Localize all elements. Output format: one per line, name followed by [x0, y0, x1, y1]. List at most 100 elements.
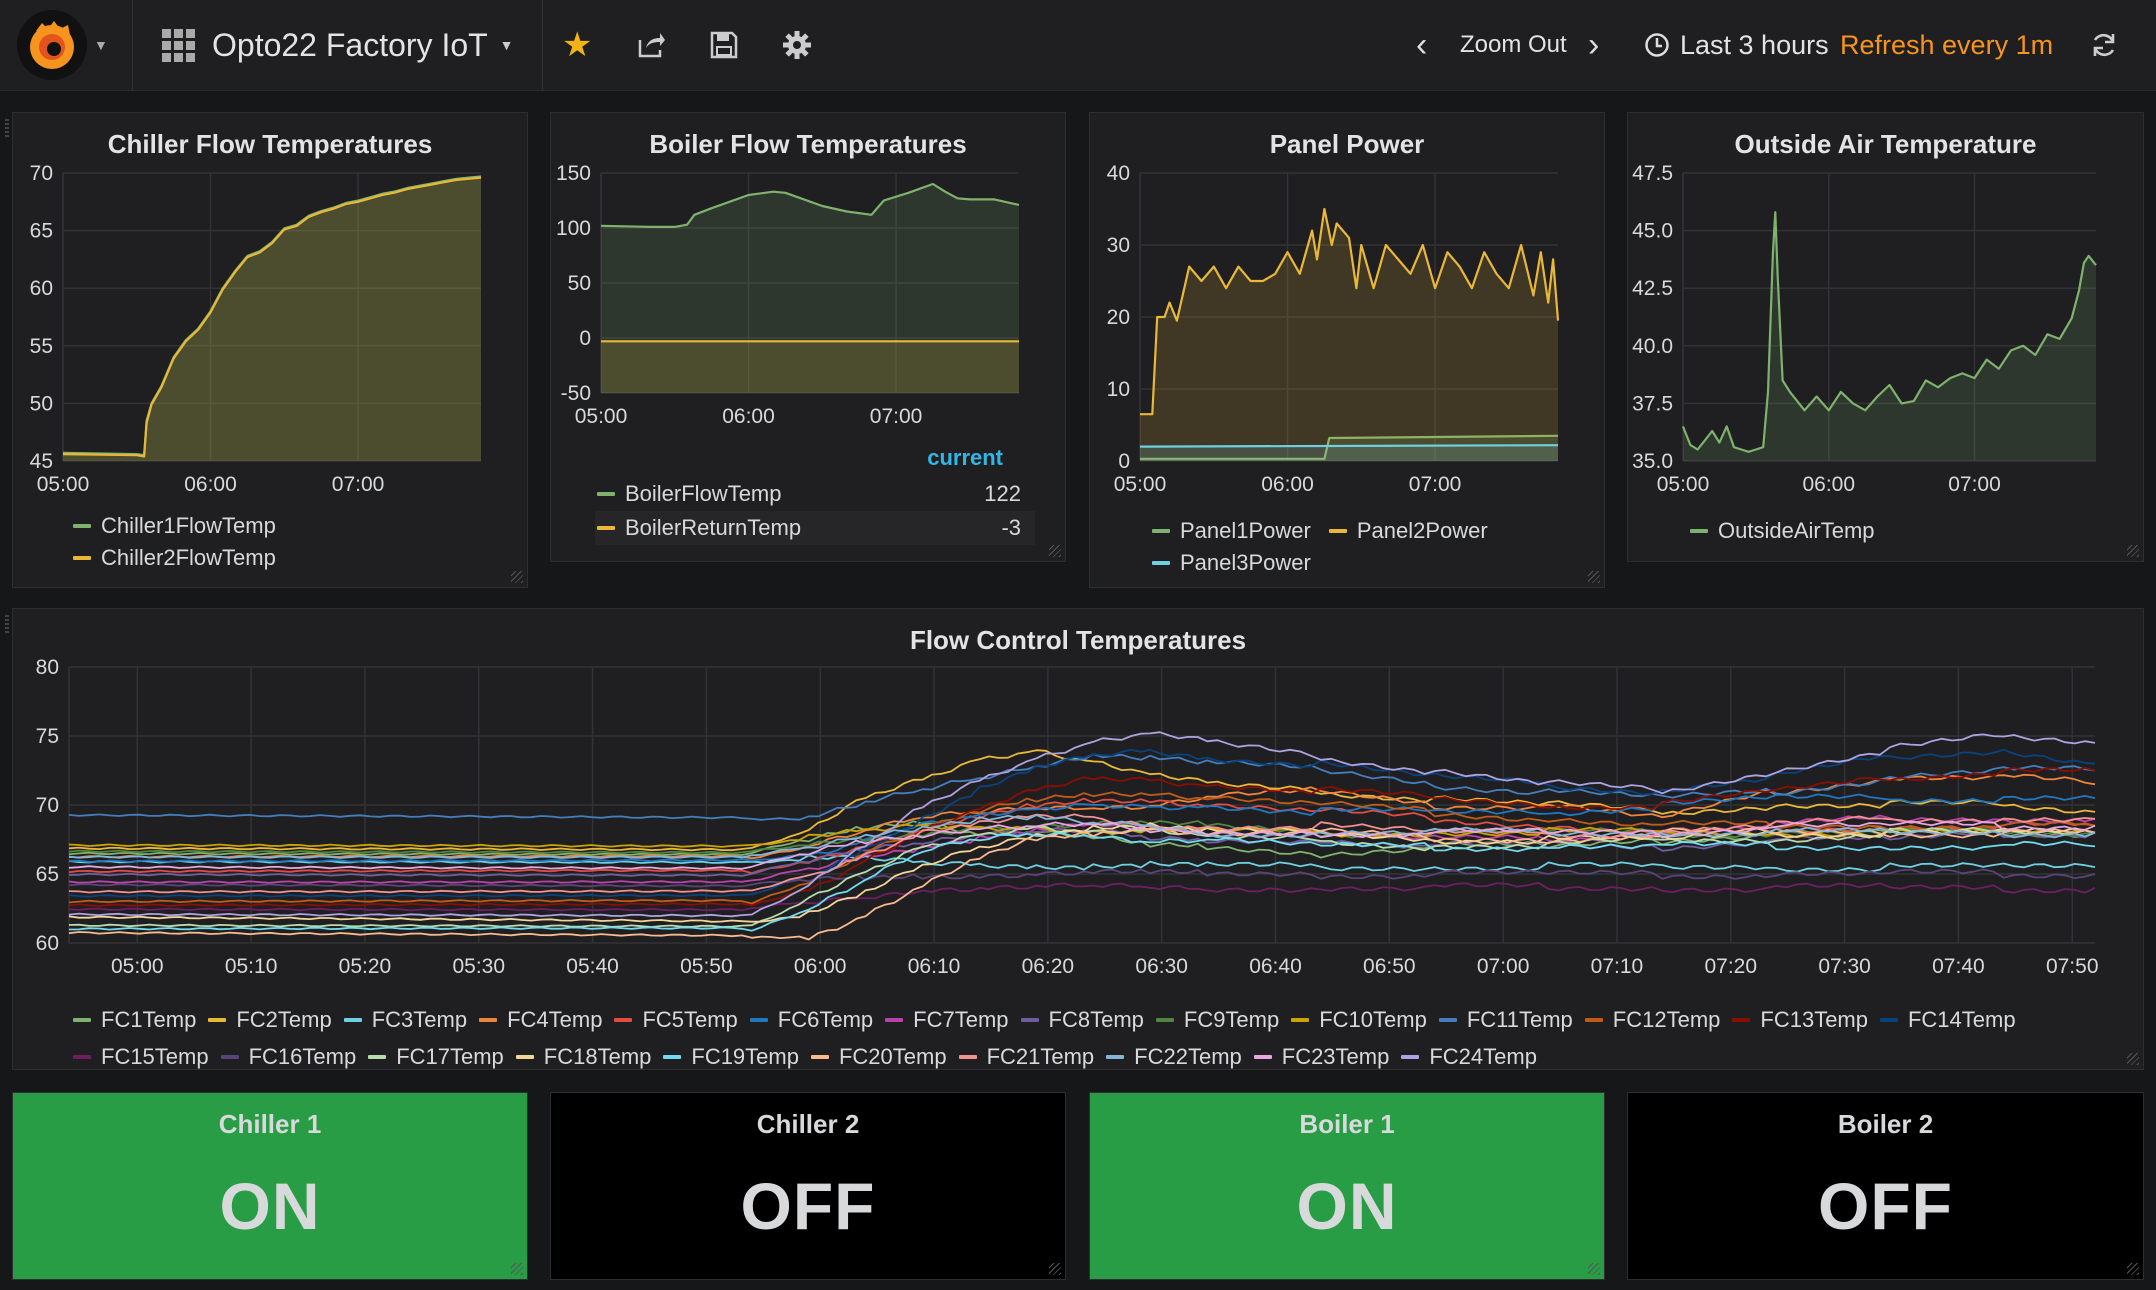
- panel-resize-handle[interactable]: [1588, 1263, 1600, 1275]
- apps-grid-icon: [162, 29, 195, 62]
- refresh-button[interactable]: [2090, 0, 2118, 90]
- settings-button[interactable]: [782, 0, 812, 90]
- row-drag-handle[interactable]: [5, 615, 9, 635]
- series-line-FC20Temp[interactable]: [68, 826, 2096, 941]
- legend-item-FC5Temp[interactable]: FC5Temp: [614, 1004, 738, 1036]
- panel-resize-handle[interactable]: [1049, 1263, 1061, 1275]
- save-button[interactable]: [710, 0, 738, 90]
- grafana-menu-button[interactable]: ▼: [16, 0, 108, 90]
- legend-swatch: [1438, 1018, 1457, 1022]
- stat-title[interactable]: Chiller 2: [756, 1109, 860, 1139]
- series-line-FC19Temp[interactable]: [68, 832, 2096, 932]
- dashboard-picker[interactable]: Opto22 Factory IoT ▼: [160, 0, 514, 90]
- legend-item-FC7Temp[interactable]: FC7Temp: [885, 1004, 1009, 1036]
- series-line-FC13Temp[interactable]: [68, 767, 2096, 907]
- boiler-flow-chart[interactable]: -50 0 50 100 150 05:00 06:00 07:00: [551, 113, 1067, 563]
- time-back-button[interactable]: ‹: [1416, 0, 1427, 90]
- panel-title[interactable]: Panel Power: [1269, 129, 1425, 159]
- series-line-FC17Temp[interactable]: [68, 825, 2096, 928]
- legend-item-FC14Temp[interactable]: FC14Temp: [1879, 1004, 2016, 1036]
- share-button[interactable]: [636, 0, 666, 90]
- panel-resize-handle[interactable]: [2127, 545, 2139, 557]
- time-forward-button[interactable]: ›: [1588, 0, 1599, 90]
- legend-item-Panel2Power[interactable]: Panel2Power: [1328, 518, 1488, 544]
- panel-title[interactable]: Outside Air Temperature: [1734, 129, 2037, 159]
- legend-item-Chiller1FlowTemp[interactable]: Chiller1FlowTemp: [73, 513, 495, 539]
- panel-title[interactable]: Boiler Flow Temperatures: [649, 129, 967, 159]
- legend-item-OutsideAirTemp[interactable]: OutsideAirTemp: [1690, 518, 1875, 544]
- legend-item-FC8Temp[interactable]: FC8Temp: [1020, 1004, 1144, 1036]
- legend-item-FC18Temp[interactable]: FC18Temp: [515, 1041, 651, 1073]
- legend-item-FC6Temp[interactable]: FC6Temp: [749, 1004, 873, 1036]
- series-line-Chiller2FlowTemp[interactable]: [62, 176, 482, 458]
- flow-control-chart[interactable]: 60 65 70 75 80 05:00 05:10 05:20 05:30 05:40 05:50…: [13, 609, 2145, 1071]
- stat-title[interactable]: Boiler 1: [1299, 1109, 1395, 1139]
- legend-item-FC21Temp[interactable]: FC21Temp: [958, 1041, 1095, 1073]
- series-line-FC1Temp[interactable]: [68, 820, 2096, 859]
- legend-item-FC9Temp[interactable]: FC9Temp: [1155, 1004, 1279, 1036]
- legend-item-FC16Temp[interactable]: FC16Temp: [220, 1041, 356, 1073]
- legend-current-value: 122: [984, 481, 1021, 506]
- legend-item-FC17Temp[interactable]: FC17Temp: [368, 1041, 504, 1073]
- panel-title[interactable]: Chiller Flow Temperatures: [107, 129, 433, 159]
- series-line-FC24Temp[interactable]: [68, 731, 2096, 918]
- legend-item-FC10Temp[interactable]: FC10Temp: [1291, 1004, 1427, 1036]
- series-line-Panel3Power[interactable]: [1139, 444, 1559, 448]
- series-line-FC15Temp[interactable]: [68, 881, 2096, 912]
- series-line-FC14Temp[interactable]: [68, 748, 2096, 898]
- legend-label: FC15Temp: [101, 1044, 209, 1069]
- series-line-BoilerFlowTemp[interactable]: [600, 182, 1020, 228]
- x-tick-label: 05:10: [225, 955, 278, 978]
- series-line-FC12Temp[interactable]: [68, 791, 2096, 905]
- legend-item-FC24Temp[interactable]: FC24Temp: [1401, 1041, 1537, 1073]
- star-button[interactable]: ★: [562, 0, 592, 90]
- legend-label: FC21Temp: [986, 1044, 1095, 1069]
- series-line-Panel1Power[interactable]: [1140, 434, 1559, 460]
- series-line-Panel2Power[interactable]: [1140, 207, 1560, 416]
- legend-item-FC13Temp[interactable]: FC13Temp: [1732, 1004, 1868, 1036]
- series-line-FC3Temp[interactable]: [68, 854, 2096, 873]
- legend-item-Panel1Power[interactable]: Panel1Power: [1152, 518, 1311, 544]
- legend-item-FC1Temp[interactable]: FC1Temp: [73, 1004, 196, 1036]
- stat-title[interactable]: Boiler 2: [1837, 1109, 1934, 1139]
- legend-item-Panel3Power[interactable]: Panel3Power: [1152, 550, 1574, 576]
- zoom-out-button[interactable]: Zoom Out: [1460, 0, 1567, 90]
- row-drag-handle[interactable]: [5, 119, 9, 139]
- series-line-FC23Temp[interactable]: [68, 820, 2096, 870]
- panel-resize-handle[interactable]: [2127, 1263, 2139, 1275]
- legend-item-Chiller2FlowTemp[interactable]: Chiller2FlowTemp: [73, 545, 495, 571]
- time-range-picker[interactable]: Last 3 hours: [1644, 0, 1829, 90]
- series-line-FC22Temp[interactable]: [68, 814, 2096, 859]
- panel-resize-handle[interactable]: [1049, 545, 1061, 557]
- legend-row-BoilerReturnTemp[interactable]: BoilerReturnTemp -3: [595, 511, 1035, 545]
- series-line-FC16Temp[interactable]: [68, 868, 2096, 888]
- panel-resize-handle[interactable]: [511, 1263, 523, 1275]
- series-line-FC18Temp[interactable]: [68, 822, 2096, 923]
- legend-current-header[interactable]: current: [927, 445, 1003, 470]
- legend-item-FC19Temp[interactable]: FC19Temp: [663, 1041, 799, 1073]
- y-tick-label: 40.0: [1632, 335, 1673, 358]
- series-line-OutsideAirTemp[interactable]: [1681, 211, 2097, 453]
- legend-item-FC3Temp[interactable]: FC3Temp: [343, 1004, 467, 1036]
- outside-air-chart[interactable]: 35.0 37.5 40.0 42.5 45.0 47.5 05:00 06:00 07:00: [1628, 113, 2145, 563]
- legend-item-FC22Temp[interactable]: FC22Temp: [1106, 1041, 1242, 1073]
- panel-power-chart[interactable]: 0 10 20 30 40 05:00 06:00 07:00: [1090, 113, 1606, 589]
- legend-item-FC11Temp[interactable]: FC11Temp: [1438, 1004, 1573, 1036]
- stat-value: ON: [1296, 1169, 1398, 1243]
- panel-resize-handle[interactable]: [511, 571, 523, 583]
- series-line-FC6Temp[interactable]: [68, 793, 2096, 863]
- legend-row-BoilerFlowTemp[interactable]: BoilerFlowTemp 122: [595, 477, 1035, 511]
- stat-title[interactable]: Chiller 1: [218, 1109, 322, 1139]
- legend-item-FC2Temp[interactable]: FC2Temp: [208, 1004, 332, 1036]
- panel-title[interactable]: Flow Control Temperatures: [909, 625, 1247, 655]
- legend-item-FC4Temp[interactable]: FC4Temp: [479, 1004, 602, 1036]
- legend-item-FC12Temp[interactable]: FC12Temp: [1584, 1004, 1720, 1036]
- legend-item-FC15Temp[interactable]: FC15Temp: [73, 1041, 209, 1073]
- chiller-flow-chart[interactable]: 45 50 55 60 65 70 05:00 06:00 07:00: [13, 113, 529, 589]
- panel-resize-handle[interactable]: [2127, 1053, 2139, 1065]
- refresh-interval-picker[interactable]: Refresh every 1m: [1840, 0, 2053, 90]
- panel-resize-handle[interactable]: [1588, 571, 1600, 583]
- legend-item-FC20Temp[interactable]: FC20Temp: [810, 1041, 947, 1073]
- y-tick-label: 65: [30, 220, 53, 243]
- legend-item-FC23Temp[interactable]: FC23Temp: [1253, 1041, 1389, 1073]
